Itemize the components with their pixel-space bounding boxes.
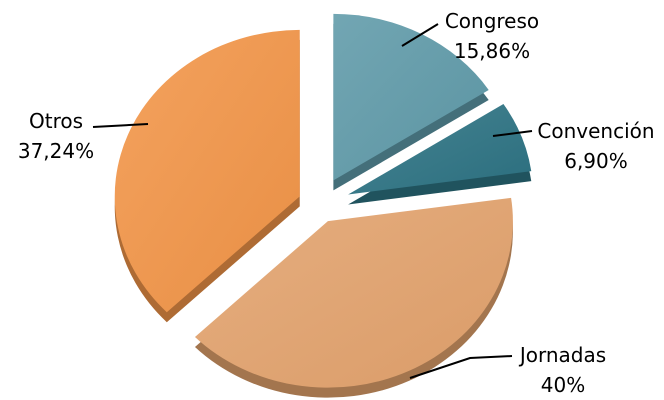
pie-slice-congreso[interactable] (333, 13, 489, 181)
pie-slice-otros[interactable] (114, 29, 300, 313)
slice-name-label: Jornadas (518, 343, 606, 367)
slice-value-label: 15,86% (454, 39, 530, 63)
slice-name-label: Congreso (445, 9, 539, 33)
leader-line-convención (492, 130, 533, 137)
slice-layer (114, 13, 532, 398)
slice-name-label: Convención (537, 119, 654, 143)
slice-value-label: 40% (541, 373, 585, 397)
label-layer: Congreso 15,86% Convención 6,90% Jornadas 40%… (18, 9, 655, 397)
slice-value-label: 6,90% (564, 149, 628, 173)
leader-line-congreso (401, 23, 439, 47)
slice-value-label: 37,24% (18, 139, 94, 163)
pie-slice-jornadas[interactable] (194, 197, 513, 388)
leader-line-otros (92, 123, 149, 128)
pie-slice-convención[interactable] (348, 104, 532, 195)
leader-line-jornadas (409, 355, 513, 379)
slice-name-label: Otros (29, 109, 83, 133)
